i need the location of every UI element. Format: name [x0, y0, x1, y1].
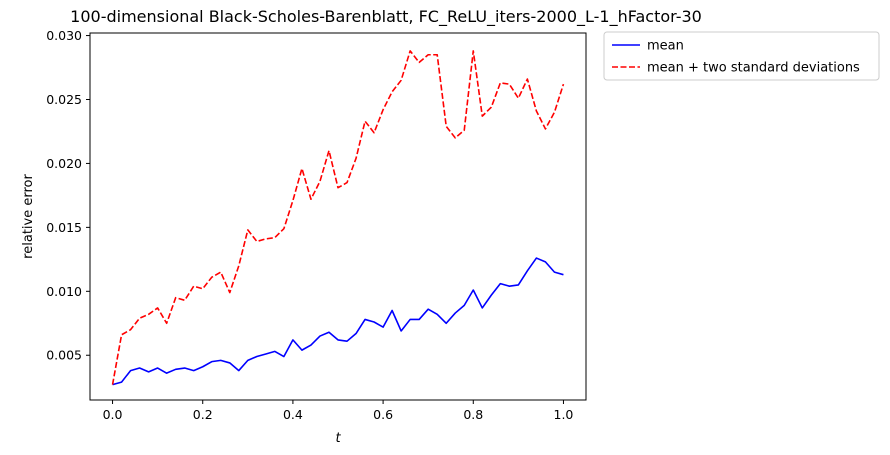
chart-title: 100-dimensional Black-Scholes-Barenblatt… — [70, 7, 702, 27]
y-tick-label: 0.025 — [46, 92, 82, 107]
x-tick-label: 0.6 — [373, 407, 393, 422]
y-tick-label: 0.010 — [46, 284, 82, 299]
x-tick-label: 1.0 — [554, 407, 574, 422]
legend-label: mean — [647, 39, 684, 54]
y-axis-ticks: 0.005 0.010 0.015 0.020 0.025 0.030 — [46, 28, 90, 363]
x-tick-label: 0.2 — [193, 407, 213, 422]
y-axis-label: relative error — [21, 174, 36, 259]
series-line-mean-plus-two-sd — [111, 50, 565, 385]
x-tick-label: 0.4 — [283, 407, 303, 422]
y-tick-label: 0.005 — [46, 348, 82, 363]
x-tick-label: 0.8 — [463, 407, 483, 422]
series-line-mean — [112, 257, 564, 386]
legend: mean mean + two standard deviations — [603, 31, 880, 81]
series-group — [111, 50, 565, 386]
y-tick-label: 0.020 — [46, 156, 82, 171]
plot-area: 0.0 0.2 0.4 0.6 0.8 1.0 0.0050.0100.0150.0200… — [46, 28, 587, 422]
legend-label: mean + two standard deviations — [647, 61, 860, 76]
legend-box — [603, 31, 880, 81]
y-tick-label: 0.030 — [46, 28, 82, 43]
plot-frame — [89, 32, 587, 401]
x-axis-ticks: 0.0 0.2 0.4 0.6 0.8 1.0 — [103, 400, 574, 422]
y-tick-label: 0.015 — [46, 220, 82, 235]
legend-entries: mean mean + two standard deviations — [612, 39, 860, 76]
x-tick-label: 0.0 — [103, 407, 123, 422]
x-axis-label: t — [335, 431, 341, 446]
